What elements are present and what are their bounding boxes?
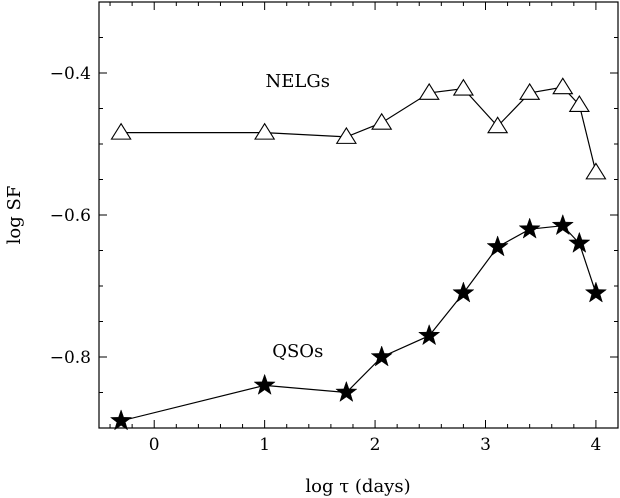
qso-point bbox=[518, 217, 541, 239]
annotation-nelgs: NELGs bbox=[266, 71, 330, 92]
qso-point bbox=[551, 213, 574, 236]
qso-point bbox=[253, 373, 276, 395]
nelg-point bbox=[254, 122, 276, 140]
qso-point bbox=[370, 345, 393, 367]
nelg-point bbox=[585, 162, 607, 180]
nelg-point bbox=[418, 82, 440, 100]
x-tick-label: 3 bbox=[480, 435, 491, 455]
nelg-point bbox=[519, 82, 541, 100]
qso-point bbox=[568, 231, 591, 253]
annotation-layer: NELGs QSOs bbox=[266, 71, 330, 362]
y-axis-label: log SF bbox=[4, 186, 25, 245]
y-tick-label: −0.6 bbox=[50, 206, 91, 226]
qso-point bbox=[452, 281, 475, 303]
series-layer bbox=[109, 77, 608, 431]
y-tick-label: −0.4 bbox=[50, 64, 91, 84]
qso-point bbox=[417, 323, 441, 346]
qso-point bbox=[486, 235, 509, 257]
x-tick-label: 4 bbox=[591, 435, 602, 455]
nelg-point bbox=[487, 116, 509, 134]
nelg-point bbox=[452, 78, 474, 96]
nelg-point bbox=[110, 122, 132, 140]
y-axis: −0.4 −0.6 −0.8 bbox=[50, 37, 618, 429]
x-tick-label: 0 bbox=[149, 435, 160, 455]
series-line-nelgs bbox=[121, 86, 597, 173]
plot-frame bbox=[98, 1, 619, 429]
y-tick-label: −0.8 bbox=[50, 348, 91, 368]
x-axis-label: log τ (days) bbox=[305, 476, 410, 497]
x-tick-label: 2 bbox=[370, 435, 381, 455]
nelg-point bbox=[371, 112, 393, 130]
x-axis: 0 1 2 3 4 bbox=[109, 2, 602, 455]
qso-point bbox=[109, 409, 133, 431]
series-line-qsos bbox=[120, 225, 597, 422]
nelg-point bbox=[568, 94, 590, 112]
nelg-point bbox=[335, 126, 357, 144]
qso-point bbox=[584, 281, 608, 303]
nelg-point bbox=[552, 77, 574, 95]
annotation-qsos: QSOs bbox=[272, 341, 323, 362]
qso-point bbox=[335, 380, 358, 403]
x-tick-label: 1 bbox=[259, 435, 270, 455]
